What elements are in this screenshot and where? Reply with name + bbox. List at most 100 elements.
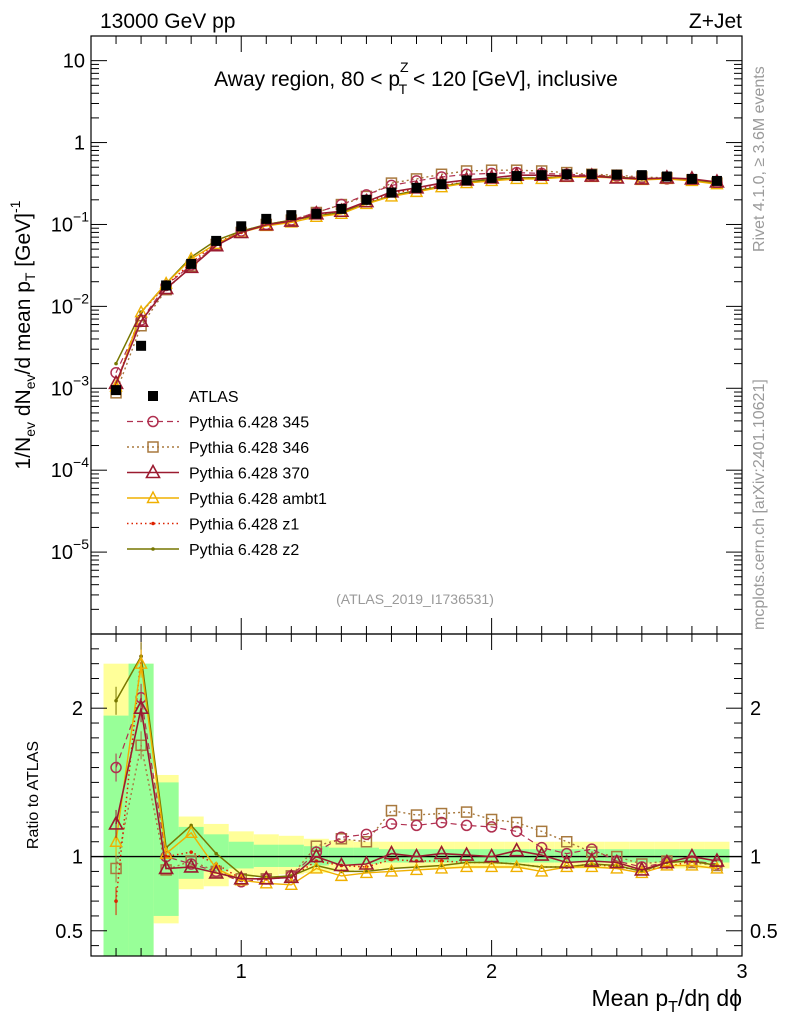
ratio-point-p370: [133, 699, 149, 714]
main-y-tick-label: 10−4: [51, 454, 89, 482]
process-label: Z+Jet: [689, 10, 742, 33]
main-series-p346: [110, 164, 723, 399]
mcplots-label: mcplots.cern.ch [arXiv:2401.10621]: [751, 379, 768, 630]
main-series-z2: [114, 174, 719, 366]
main-y-tick-label: 10−5: [51, 536, 89, 564]
ratio-point-p370: [709, 852, 725, 867]
main-point-ATLAS: [461, 175, 472, 186]
ratio-point-ambt1: [409, 862, 424, 876]
legend: ATLAS Pythia 6.428 345 Pythia 6.428 346 Pyt…: [127, 389, 327, 559]
ratio-point-ambt1: [359, 865, 374, 879]
ratio-point-p346: [110, 862, 122, 875]
ratio-point-p345: [385, 818, 398, 830]
ratio-band-inner: [228, 841, 254, 869]
ratio-point-p346: [460, 806, 473, 818]
legend-entry-ambt1: Pythia 6.428 ambt1: [127, 490, 327, 508]
legend-label-p345: Pythia 6.428 345: [189, 415, 309, 432]
ratio-point-p370: [583, 852, 600, 867]
ratio-point-ambt1: [434, 860, 449, 874]
x-tick-label: 3: [736, 961, 747, 983]
main-line-ambt1: [115, 176, 718, 387]
main-point-ATLAS: [611, 169, 622, 180]
main-point-ATLAS: [161, 280, 172, 291]
ratio-point-p345: [435, 816, 448, 829]
legend-label-p346: Pythia 6.428 346: [189, 440, 309, 457]
ratio-point-ambt1: [334, 868, 349, 882]
main-point-ATLAS: [686, 173, 697, 184]
ratio-line-p370: [115, 708, 718, 880]
main-point-ATLAS: [186, 258, 197, 269]
legend-label-ambt1: Pythia 6.428 ambt1: [189, 491, 327, 508]
ratio-point-p345: [485, 821, 498, 833]
ratio-band-inner: [629, 849, 655, 863]
main-point-p346: [385, 177, 398, 189]
main-point-ATLAS: [211, 235, 222, 246]
ratio-point-ambt1: [635, 865, 649, 879]
ratio-point-ambt1: [259, 875, 273, 889]
legend-entry-p345: Pythia 6.428 345: [127, 415, 309, 432]
ratio-point-p370: [659, 853, 675, 869]
main-line-p346: [115, 169, 718, 394]
ratio-point-p346: [435, 807, 448, 820]
ratio-point-p370: [208, 864, 225, 879]
ratio-point-p370: [108, 815, 124, 830]
x-axis-label: Mean pT/dη dϕ: [591, 985, 742, 1016]
ratio-point-ambt1: [509, 859, 524, 873]
main-point-ATLAS: [711, 175, 722, 186]
svg-text:1/Nev dNev/d mean pT [GeV]-1: 1/Nev dNev/d mean pT [GeV]-1: [7, 200, 38, 469]
main-point-ATLAS: [661, 171, 672, 182]
ratio-point-p346: [535, 825, 548, 838]
ratio-point-p345: [460, 819, 473, 832]
ratio-point-p345: [510, 825, 523, 838]
main-y-tick-label: 10−3: [51, 372, 89, 400]
legend-marker-p346: [147, 441, 159, 453]
x-tick-label: 2: [486, 961, 497, 983]
ratio-point-ambt1: [710, 860, 724, 874]
ratio-line-ambt1: [115, 663, 718, 886]
main-series-p345: [110, 166, 723, 379]
ratio-point-p345: [335, 831, 348, 844]
ratio-point-p370: [483, 847, 500, 863]
ratio-point-p370: [308, 847, 325, 863]
ratio-point-p370: [458, 846, 475, 861]
legend-entry-p346: Pythia 6.428 346: [127, 440, 309, 457]
plot-title: Away region, 80 < pZ T < 120 [GeV], inclu…: [214, 59, 618, 97]
ratio-series-layer: [108, 642, 725, 916]
ratio-uncertainty-bands: [91, 663, 742, 956]
ratio-point-p370: [558, 853, 575, 869]
ratio-point-ambt1: [459, 859, 474, 873]
ratio-point-z2: [214, 851, 218, 856]
energy-label: 13000 GeV pp: [100, 10, 235, 33]
ratio-point-p345: [110, 761, 122, 774]
ratio-y-axis-label: Ratio to ATLAS: [25, 741, 42, 849]
main-series-z1: [114, 174, 719, 387]
main-y-axis-label: 1/Nev dNev/d mean pT [GeV]-1: [7, 200, 38, 469]
ratio-y-tick-label-left: 0.5: [55, 921, 83, 943]
ratio-point-ambt1: [134, 656, 148, 669]
legend-label-p370: Pythia 6.428 370: [189, 466, 309, 483]
ratio-point-p345: [410, 819, 423, 832]
legend-entry-z1: Pythia 6.428 z1: [127, 517, 299, 534]
ratio-point-p370: [383, 844, 400, 860]
ratio-band-inner: [328, 847, 354, 864]
ratio-point-z1: [114, 899, 118, 903]
ratio-y-tick-label-left: 2: [72, 698, 83, 720]
ratio-y-tick-label-right: 0.5: [750, 921, 778, 943]
ratio-point-p370: [684, 847, 700, 863]
ratio-point-p370: [433, 844, 450, 860]
ratio-point-ambt1: [484, 859, 499, 873]
ratio-y-tick-label-right: 1: [750, 847, 761, 869]
main-panel-frame: 10−5 10−4 10−3 10−2 10−1 1 10: [51, 35, 743, 635]
ratio-band-inner: [253, 844, 279, 867]
main-point-ATLAS: [311, 208, 322, 219]
legend-marker-ATLAS: [148, 391, 158, 401]
main-point-ATLAS: [636, 170, 647, 181]
ratio-point-p370: [533, 846, 550, 861]
legend-marker-p345: [147, 415, 159, 428]
ratio-point-p370: [158, 859, 174, 875]
legend-entry-p370: Pythia 6.428 370: [127, 463, 309, 483]
main-y-tick-label: 10: [63, 51, 85, 73]
ratio-series-p370: [108, 694, 725, 885]
ratio-point-p370: [634, 861, 650, 876]
main-point-ATLAS: [586, 169, 597, 180]
